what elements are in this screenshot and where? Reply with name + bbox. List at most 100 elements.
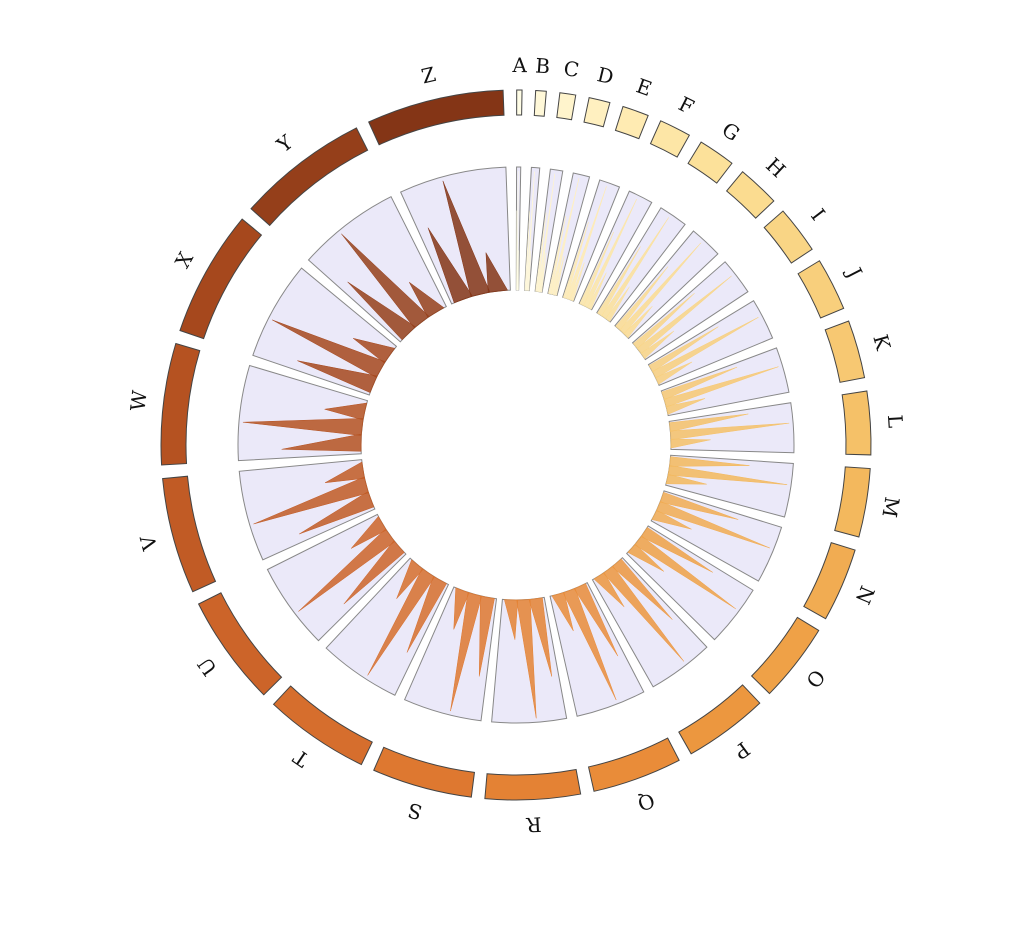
spike-b-1: [524, 211, 531, 291]
outer-segment-c: [556, 92, 577, 121]
spike-t-2: [367, 568, 435, 676]
spike-m-2: [667, 465, 788, 485]
spike-s-3: [453, 587, 470, 630]
segment-label-k: K: [868, 332, 895, 354]
outer-segment-y: [250, 127, 369, 227]
outer-segment-v: [162, 475, 217, 593]
segment-label-d: D: [595, 62, 616, 89]
segment-label-o: O: [801, 665, 830, 693]
segment-label-s: S: [405, 798, 425, 825]
spike-s-2: [450, 592, 483, 712]
spike-m-1: [669, 456, 750, 467]
spike-i-3: [640, 330, 675, 360]
spike-x-2: [272, 319, 386, 378]
segment-label-z: Z: [419, 62, 438, 89]
segment-label-l: L: [883, 414, 908, 429]
segment-label-u: U: [193, 653, 222, 681]
segment-label-t: T: [288, 744, 313, 772]
segment-label-g: G: [718, 117, 745, 146]
spike-t-3: [396, 559, 424, 599]
spike-k-3: [665, 398, 706, 415]
segment-label-e: E: [633, 73, 655, 101]
spike-f-3: [586, 272, 607, 310]
spike-a-3: [517, 250, 519, 291]
segment-label-q: Q: [634, 788, 658, 816]
spike-c-3: [539, 252, 547, 293]
outer-segment-k: [824, 320, 866, 383]
spike-l-2: [670, 422, 790, 441]
spike-d-3: [553, 256, 565, 296]
spike-h-3: [623, 305, 653, 339]
spike-e-2: [566, 186, 607, 301]
outer-segment-f: [649, 120, 691, 158]
outer-segment-b: [533, 90, 547, 117]
spike-k-1: [661, 366, 738, 401]
spike-l-3: [670, 438, 711, 449]
spike-w-1: [281, 433, 362, 452]
outer-segment-r: [484, 768, 582, 801]
spike-h-1: [615, 266, 669, 331]
spike-i-2: [636, 275, 732, 355]
spike-d-2: [550, 178, 580, 296]
spike-n-3: [651, 509, 692, 530]
spike-g-3: [605, 286, 630, 322]
spike-k-2: [663, 366, 779, 408]
spike-a-1: [516, 210, 518, 291]
histogram-spikes: [242, 171, 790, 719]
spike-n-2: [655, 500, 770, 549]
spike-w-2: [242, 418, 364, 436]
spike-j-1: [648, 326, 719, 373]
spike-u-1: [343, 540, 405, 605]
spike-g-1: [597, 246, 641, 317]
outer-segment-g: [687, 141, 733, 184]
segment-label-j: J: [841, 262, 867, 282]
spike-e-1: [562, 222, 589, 299]
spike-q-1: [573, 583, 619, 657]
outer-segment-j: [797, 260, 845, 319]
spike-p-3: [593, 572, 625, 608]
segment-label-b: B: [535, 53, 551, 78]
spike-f-2: [583, 198, 637, 308]
spike-s-1: [478, 595, 495, 677]
outer-segment-o: [750, 616, 820, 695]
spike-q-2: [562, 587, 617, 701]
spike-o-2: [634, 535, 736, 610]
spike-b-2: [525, 171, 535, 291]
segment-label-x: X: [170, 247, 198, 272]
outer-segment-q: [587, 737, 680, 792]
spike-c-1: [535, 212, 547, 292]
segment-label-f: F: [675, 92, 698, 120]
spike-j-3: [655, 361, 693, 385]
spike-o-3: [627, 543, 665, 572]
spike-x-1: [297, 360, 378, 393]
outer-segment-i: [763, 210, 813, 264]
outer-segment-s: [373, 746, 476, 798]
spike-a-2: [516, 171, 519, 291]
spike-g-2: [601, 217, 669, 320]
segment-label-h: H: [761, 153, 790, 182]
spike-c-2: [537, 173, 556, 293]
spike-p-1: [611, 558, 673, 620]
spike-w-3: [324, 402, 368, 421]
spike-r-2: [516, 599, 537, 719]
spike-q-3: [551, 592, 574, 632]
outer-segment-l: [841, 390, 872, 456]
segment-label-w: W: [125, 389, 151, 413]
spike-u-2: [298, 528, 396, 612]
spike-r-3: [503, 599, 519, 640]
spike-b-3: [527, 250, 532, 291]
spike-y-1: [347, 281, 417, 341]
segment-label-n: N: [851, 582, 880, 608]
spike-y-3: [409, 282, 445, 318]
segment-label-a: A: [511, 53, 527, 77]
spike-l-1: [669, 413, 749, 432]
spike-e-3: [569, 262, 585, 302]
spike-p-2: [602, 565, 685, 662]
segment-label-i: I: [806, 204, 830, 225]
outer-segment-e: [614, 105, 649, 140]
outer-segment-h: [725, 171, 775, 219]
spike-o-1: [640, 526, 713, 573]
outer-ring-segments: [160, 89, 872, 801]
spike-t-1: [406, 575, 447, 653]
